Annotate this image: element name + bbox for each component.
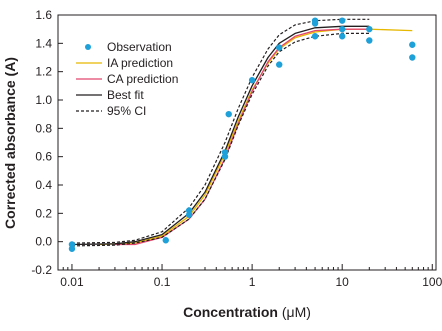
y-tick-label: 0.8 <box>35 121 52 135</box>
x-tick-label: 0.01 <box>60 275 84 289</box>
observation-point <box>311 20 319 27</box>
observation-point <box>225 110 232 118</box>
y-tick-label: 1.0 <box>35 93 52 107</box>
legend-label: IA prediction <box>107 56 173 70</box>
y-tick-label: 0.2 <box>35 206 52 220</box>
y-axis-title: Corrected absorbance (A) <box>2 57 18 229</box>
legend-marker <box>85 44 91 50</box>
x-tick-label: 1 <box>249 275 256 289</box>
legend-label: CA prediction <box>107 72 178 86</box>
observation-point <box>338 25 346 33</box>
series-line <box>71 25 370 246</box>
x-axis-title-unit: (μM) <box>278 304 311 320</box>
legend-box <box>71 37 208 127</box>
observation-point <box>338 33 346 40</box>
y-tick-label: 0.4 <box>35 178 52 192</box>
x-tick-label: 10 <box>336 275 350 289</box>
observation-point <box>68 245 76 252</box>
observation-point <box>311 33 319 40</box>
observation-point <box>185 211 193 218</box>
y-tick-label: 1.6 <box>35 8 52 22</box>
legend-label: 95% CI <box>107 104 146 118</box>
observation-point <box>409 54 416 61</box>
observation-point <box>221 153 229 160</box>
y-tick-label: 1.2 <box>35 65 52 79</box>
y-tick-label: -0.2 <box>31 263 52 277</box>
legend-label: Best fit <box>107 88 144 102</box>
observation-point <box>409 41 416 48</box>
x-tick-label: 0.1 <box>154 275 171 289</box>
x-tick-label: 100 <box>422 275 442 289</box>
observation-point <box>162 237 169 244</box>
y-tick-label: 0.6 <box>35 150 52 164</box>
observation-point <box>248 76 256 84</box>
series-line <box>71 32 370 247</box>
y-axis: -0.2 0.0 0.2 0.4 0.6 0.8 1.0 1.2 1.4 1.6 <box>31 8 63 277</box>
y-tick-label: 1.4 <box>35 36 52 50</box>
legend: Observation IA prediction CA prediction Bes… <box>71 37 208 127</box>
legend-label: Observation <box>107 40 172 54</box>
y-tick-label: 0.0 <box>35 235 52 249</box>
observation-point <box>276 61 283 68</box>
x-axis: 0.01 0.1 1 10 100 <box>57 264 442 289</box>
observation-point <box>338 17 346 24</box>
observation-point <box>366 25 373 33</box>
observation-point <box>276 44 283 51</box>
series-line <box>71 18 370 244</box>
observation-point <box>366 37 373 44</box>
series-layer <box>68 17 416 252</box>
x-axis-title-main: Concentration <box>183 304 278 320</box>
x-axis-title: Concentration (μM) <box>183 304 311 320</box>
